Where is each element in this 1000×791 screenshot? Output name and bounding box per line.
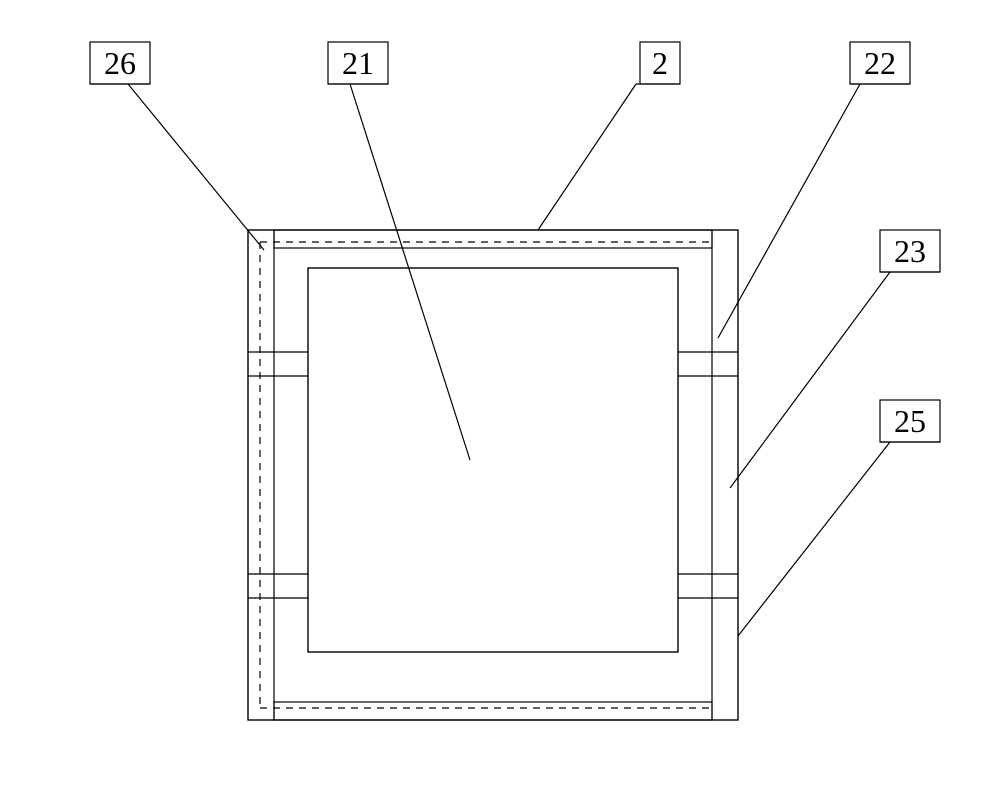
label-text: 23 (894, 233, 926, 269)
label-leader (128, 84, 264, 250)
label-leader (718, 84, 860, 338)
label-text: 21 (342, 45, 374, 81)
bottom-plate (274, 702, 712, 720)
label-leader (350, 84, 470, 460)
label-text: 22 (864, 45, 896, 81)
top-plate (274, 230, 712, 248)
label-2: 2 (538, 42, 680, 230)
label-23: 23 (730, 230, 940, 488)
label-leader (538, 84, 636, 230)
label-26: 26 (90, 42, 264, 250)
label-21: 21 (328, 42, 470, 460)
label-text: 26 (104, 45, 136, 81)
label-text: 25 (894, 403, 926, 439)
label-text: 2 (652, 45, 668, 81)
label-leader (738, 442, 890, 636)
label-leader (730, 272, 890, 488)
outer-box (248, 230, 738, 720)
inner-cavity (308, 268, 678, 652)
label-22: 22 (718, 42, 910, 338)
